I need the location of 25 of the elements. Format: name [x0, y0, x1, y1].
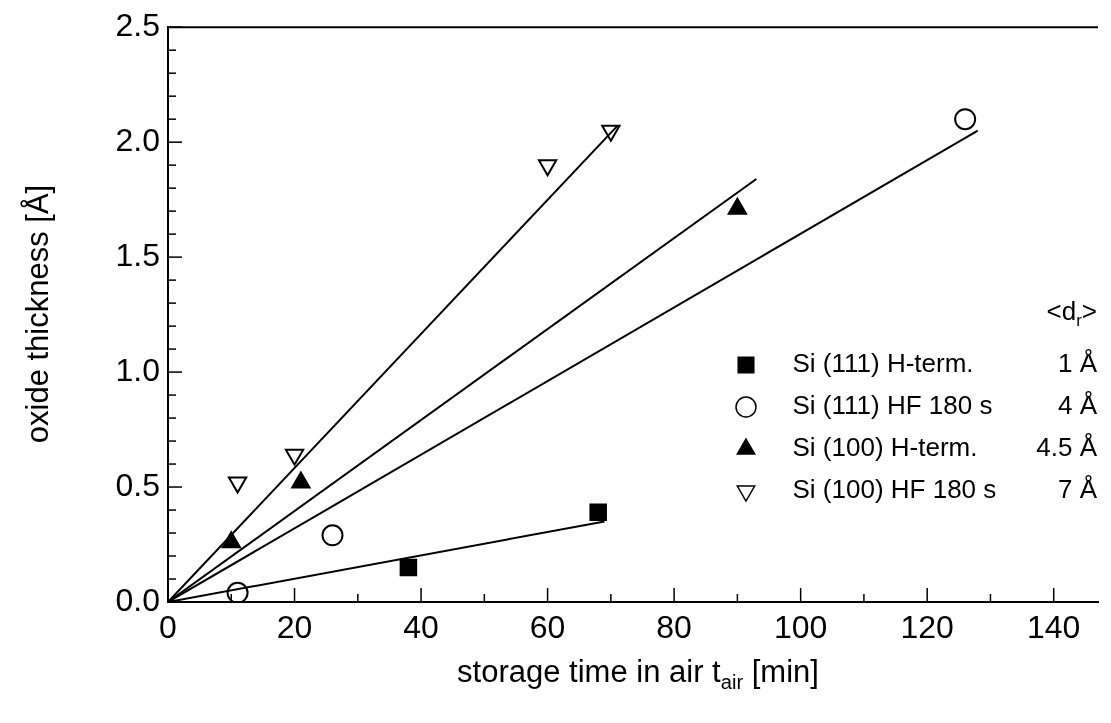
x-tick-label: 40 [403, 609, 439, 646]
y-tick-label: 0.5 [115, 466, 160, 503]
y-tick-label: 2.5 [115, 7, 160, 44]
annotation: 1 Å [1056, 347, 1097, 381]
y-tick-label: 1.5 [115, 236, 160, 273]
x-tick-label: 20 [276, 609, 313, 646]
x-tick-label: 120 [900, 609, 954, 646]
legend-label: Si (111) H-term. [791, 347, 975, 381]
annotation: 7 Å [1056, 473, 1097, 507]
x-tick-label: 80 [656, 609, 692, 646]
x-tick-label: 100 [773, 609, 828, 646]
y-tick-label: 1.0 [115, 351, 160, 388]
legend-label: Si (100) H-term. [791, 431, 979, 465]
legend-label: Si (111) HF 180 s [791, 389, 994, 423]
annotation: 4.5 Å [1036, 431, 1097, 465]
y-axis-title: oxide thickness [Å] [20, 184, 56, 444]
x-tick-label: 140 [1027, 609, 1081, 646]
legend-label: Si (100) HF 180 s [791, 473, 998, 507]
legend-title: <d$_{r}$> [1045, 295, 1097, 333]
y-tick-label: 2.0 [115, 121, 160, 158]
x-tick-label: 60 [529, 609, 566, 646]
y-tick-label: 0.0 [115, 581, 160, 618]
annotation: 4 Å [1056, 389, 1097, 423]
x-tick-label: 0 [159, 609, 177, 646]
x-axis-title: storage time in air t$_{air}$ [min] [456, 654, 820, 695]
